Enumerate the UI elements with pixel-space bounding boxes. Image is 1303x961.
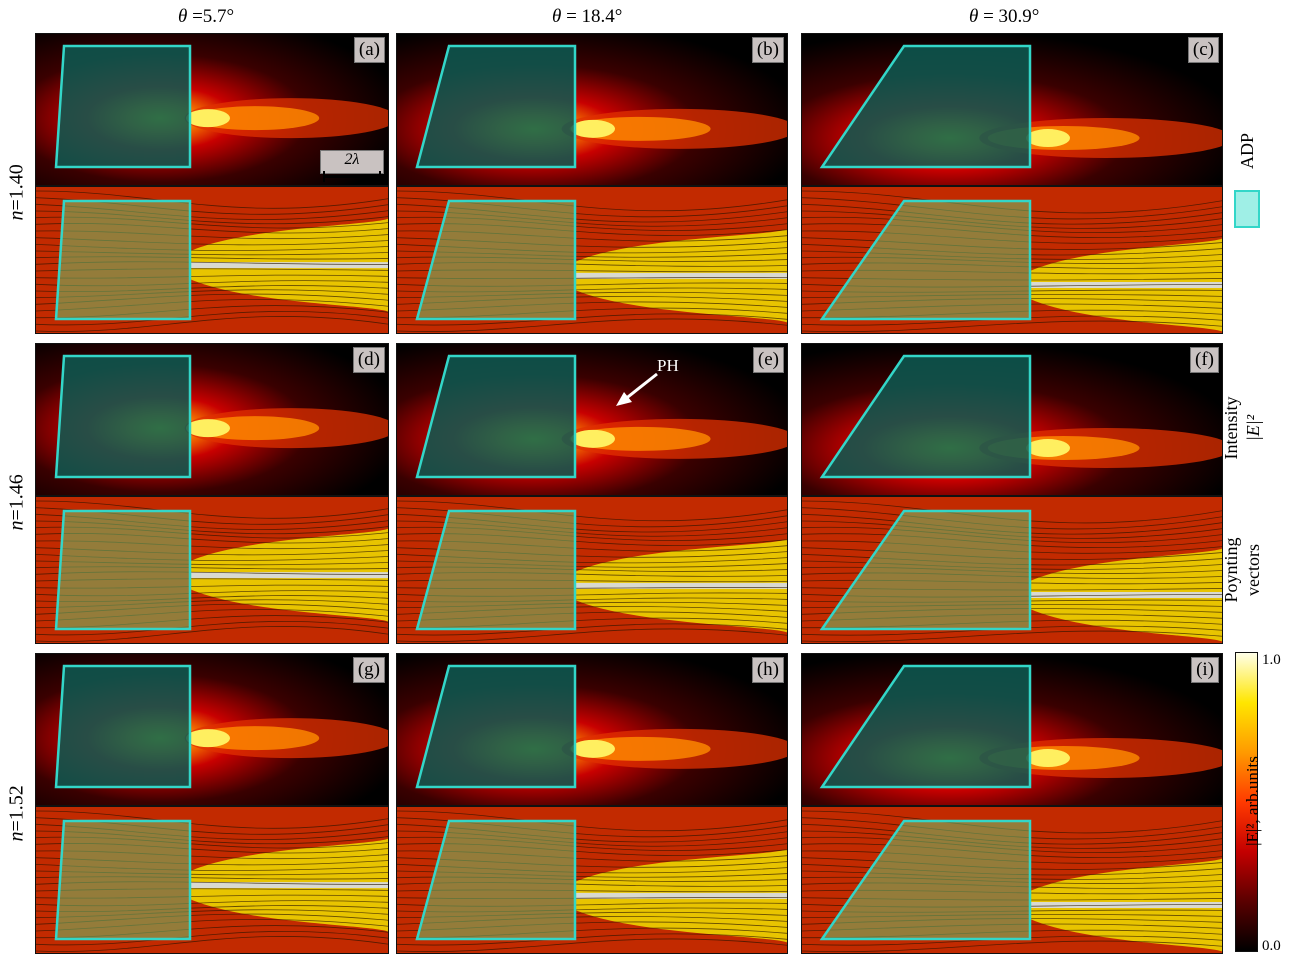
poynting-map-9 [801, 806, 1223, 954]
intensity-map-8: (h) [396, 653, 788, 806]
panel-tag-1: (a) [353, 37, 385, 63]
panel-tag-3: (c) [1187, 37, 1219, 63]
poynting-map-6 [801, 496, 1223, 644]
panel-tag-9: (i) [1191, 657, 1219, 683]
ph-annotation: PH [657, 356, 679, 375]
poynting-map-3 [801, 186, 1223, 334]
poynting-map-2 [396, 186, 788, 334]
panel-tag-2: (b) [751, 37, 784, 63]
colorbar-max-label: 1.0 [1262, 652, 1281, 668]
intensity-legend-label: Intensity |E|² [1221, 396, 1263, 460]
colorbar [1235, 652, 1258, 952]
poynting-map-4 [35, 496, 389, 644]
poynting-map-7 [35, 806, 389, 954]
column-title-1: θ =5.7° [178, 6, 235, 27]
row-label-2: n=1.46 [5, 474, 28, 531]
intensity-map-1: (a) [35, 33, 389, 186]
panel-tag-7: (g) [352, 657, 385, 683]
ph-arrow-icon [616, 372, 658, 406]
column-title-3: θ = 30.9° [969, 6, 1040, 27]
row-label-1: n=1.40 [5, 164, 28, 221]
intensity-map-5: (e) [396, 343, 788, 496]
intensity-map-7: (g) [35, 653, 389, 806]
intensity-map-2: (b) [396, 33, 788, 186]
panel-tag-8: (h) [751, 657, 784, 683]
scale-bar-end-left [323, 171, 325, 182]
scale-bar [323, 175, 381, 178]
colorbar-min-label: 0.0 [1262, 938, 1281, 954]
poynting-legend-label: Poynting vectors [1221, 537, 1263, 603]
poynting-map-8 [396, 806, 788, 954]
intensity-map-3: (c) [801, 33, 1223, 186]
scale-bar-box: 2λ [320, 150, 384, 174]
intensity-map-4: (d) [35, 343, 389, 496]
colorbar-label: |E|², arb.units [1243, 756, 1262, 846]
scale-bar-end-right [379, 171, 381, 182]
intensity-map-9: (i) [801, 653, 1223, 806]
adp-legend-swatch [1234, 190, 1260, 228]
scale-bar-label: 2λ [344, 151, 360, 168]
panel-tag-4: (d) [352, 347, 385, 373]
column-title-2: θ = 18.4° [552, 6, 623, 27]
row-label-3: n=1.52 [5, 785, 28, 842]
poynting-map-5 [396, 496, 788, 644]
panel-tag-6: (f) [1190, 347, 1219, 373]
panel-tag-5: (e) [752, 347, 784, 373]
intensity-map-6: (f) [801, 343, 1223, 496]
poynting-map-1 [35, 186, 389, 334]
adp-legend-label: ADP [1237, 133, 1257, 170]
